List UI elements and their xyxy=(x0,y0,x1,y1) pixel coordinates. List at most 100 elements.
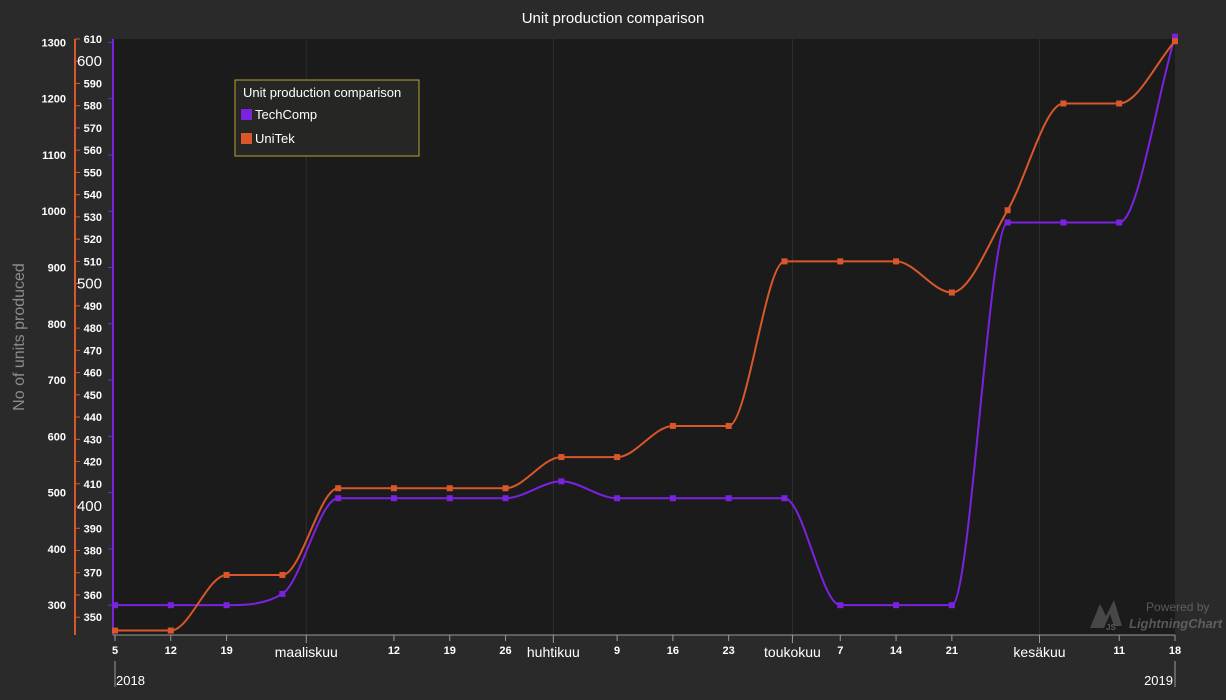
data-point-techcomp xyxy=(948,602,955,609)
legend: Unit production comparison TechComp UniT… xyxy=(234,79,420,157)
y-tick-label-unitek: 360 xyxy=(84,590,102,602)
data-point-unitek xyxy=(614,454,621,461)
x-tick-label-day: 14 xyxy=(890,645,903,657)
y-tick-label-unitek: 610 xyxy=(84,34,102,46)
x-year-label-end: 2019 xyxy=(1144,673,1173,688)
chart-title: Unit production comparison xyxy=(522,10,705,27)
y-tick-label-techcomp: 1200 xyxy=(42,94,66,106)
y-tick-label-unitek: 600 xyxy=(77,53,102,70)
legend-item-unitek[interactable]: UniTek xyxy=(255,131,295,146)
data-point-unitek xyxy=(781,258,788,265)
data-point-techcomp xyxy=(1172,33,1178,40)
y-axis-title: No of units produced xyxy=(11,263,28,411)
data-point-techcomp xyxy=(446,495,453,502)
y-tick-label-techcomp: 600 xyxy=(48,431,66,443)
x-tick-label-month: toukokuu xyxy=(764,644,821,660)
data-point-unitek xyxy=(558,454,565,461)
y-tick-label-unitek: 580 xyxy=(84,101,102,113)
y-tick-label-unitek: 560 xyxy=(84,145,102,157)
legend-swatch-unitek[interactable] xyxy=(241,133,252,144)
data-point-techcomp xyxy=(669,495,676,502)
x-tick-label-day: 26 xyxy=(499,645,511,657)
y-tick-label-techcomp: 300 xyxy=(48,600,66,612)
y-tick-label-techcomp: 700 xyxy=(48,375,66,387)
data-point-techcomp xyxy=(725,495,732,502)
data-point-techcomp xyxy=(390,495,397,502)
x-tick-label-day: 9 xyxy=(614,645,620,657)
y-tick-label-unitek: 490 xyxy=(84,301,102,313)
y-tick-label-unitek: 370 xyxy=(84,568,102,580)
y-tick-label-techcomp: 500 xyxy=(48,488,66,500)
data-point-techcomp xyxy=(614,495,621,502)
x-tick-label-month: maaliskuu xyxy=(275,644,338,660)
lightningchart-logo-icon xyxy=(1090,600,1122,628)
data-point-unitek xyxy=(335,485,342,492)
legend-box xyxy=(234,79,420,157)
data-point-unitek xyxy=(948,289,955,296)
y-tick-label-unitek: 500 xyxy=(77,276,102,293)
legend-title: Unit production comparison xyxy=(243,85,401,100)
legend-swatch-techcomp[interactable] xyxy=(241,109,252,120)
watermark-badge: JS xyxy=(1106,623,1116,632)
x-tick-label-month: huhtikuu xyxy=(527,644,580,660)
y-tick-label-unitek: 410 xyxy=(84,479,102,491)
y-tick-label-unitek: 390 xyxy=(84,523,102,535)
data-point-unitek xyxy=(167,627,174,634)
data-point-techcomp xyxy=(893,602,900,609)
data-point-techcomp xyxy=(335,495,342,502)
data-point-unitek xyxy=(1060,100,1067,107)
y-tick-label-unitek: 540 xyxy=(84,190,102,202)
data-point-techcomp xyxy=(781,495,788,502)
data-point-unitek xyxy=(1116,100,1123,107)
x-tick-label-day: 19 xyxy=(220,645,232,657)
x-tick-label-day: 23 xyxy=(723,645,735,657)
data-point-techcomp xyxy=(167,602,174,609)
y-tick-label-unitek: 380 xyxy=(84,545,102,557)
data-point-unitek xyxy=(893,258,900,265)
data-point-unitek xyxy=(725,422,732,429)
y-tick-label-unitek: 570 xyxy=(84,123,102,135)
data-point-unitek xyxy=(502,485,509,492)
series-layer xyxy=(112,33,1178,634)
y-tick-label-techcomp: 1300 xyxy=(42,37,66,49)
y-tick-label-unitek: 590 xyxy=(84,78,102,90)
x-tick-label-day: 12 xyxy=(165,645,177,657)
y-tick-label-unitek: 470 xyxy=(84,345,102,357)
y-tick-label-unitek: 460 xyxy=(84,368,102,380)
y-tick-label-unitek: 530 xyxy=(84,212,102,224)
y-tick-label-techcomp: 1000 xyxy=(42,206,66,218)
data-point-unitek xyxy=(223,571,230,578)
data-point-unitek xyxy=(279,571,286,578)
x-year-label-start: 2018 xyxy=(116,673,145,688)
y-tick-label-unitek: 420 xyxy=(84,457,102,469)
x-tick-label-day: 16 xyxy=(667,645,679,657)
y-tick-label-unitek: 510 xyxy=(84,256,102,268)
legend-item-techcomp[interactable]: TechComp xyxy=(255,107,317,122)
data-point-techcomp xyxy=(837,602,844,609)
data-point-unitek xyxy=(446,485,453,492)
y-tick-label-unitek: 550 xyxy=(84,167,102,179)
watermark-line2: LightningChart xyxy=(1129,616,1223,631)
data-point-unitek xyxy=(837,258,844,265)
x-tick-label-day: 5 xyxy=(112,645,118,657)
watermark-line1: Powered by xyxy=(1146,600,1209,614)
x-tick-label-day: 18 xyxy=(1169,645,1181,657)
y-tick-label-unitek: 350 xyxy=(84,612,102,624)
y-tick-label-unitek: 440 xyxy=(84,412,102,424)
watermark: JS Powered by LightningChart xyxy=(1090,600,1223,632)
y-tick-label-techcomp: 800 xyxy=(48,319,66,331)
data-point-techcomp xyxy=(1060,219,1067,226)
y-axes: 300 400 500 600 700 800 900 1000 1100 1200 1300 350… xyxy=(42,34,114,635)
y-tick-label-unitek: 520 xyxy=(84,234,102,246)
y-tick-label-unitek: 480 xyxy=(84,323,102,335)
y-tick-label-unitek: 430 xyxy=(84,434,102,446)
x-tick-label-day: 7 xyxy=(837,645,843,657)
data-point-techcomp xyxy=(1116,219,1123,226)
y-tick-label-unitek: 400 xyxy=(77,498,102,515)
y-tick-label-techcomp: 1100 xyxy=(42,150,66,162)
data-point-techcomp xyxy=(502,495,509,502)
y-tick-label-techcomp: 900 xyxy=(48,262,66,274)
data-point-unitek xyxy=(1172,38,1178,45)
x-tick-label-day: 11 xyxy=(1113,645,1125,657)
